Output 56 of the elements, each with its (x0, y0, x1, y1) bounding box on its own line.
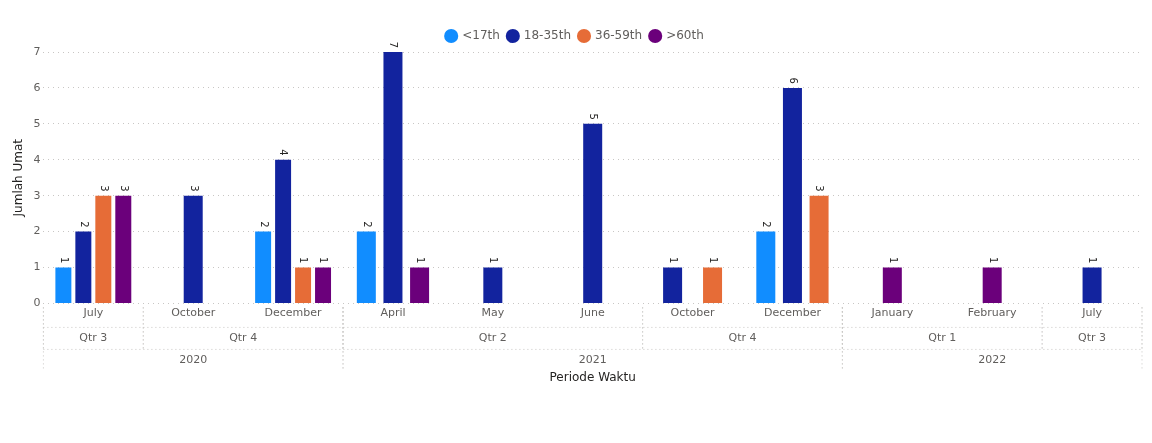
data-label: 1 (318, 257, 330, 264)
x-tick-label: July (1081, 305, 1103, 319)
y-tick-label: 0 (33, 296, 41, 310)
data-label: 2 (258, 221, 270, 228)
y-tick-label: 2 (33, 224, 41, 238)
y-tick-label: 6 (33, 80, 41, 94)
text: Qtr 4 (229, 331, 258, 345)
data-label: 1 (1087, 257, 1099, 264)
x-tick-label: May (481, 305, 505, 319)
data-label: 6 (787, 77, 799, 84)
text: Qtr 3 (79, 331, 108, 345)
data-label: 2 (78, 221, 90, 228)
data-label: 1 (488, 257, 500, 264)
x-tick-label: June (579, 305, 605, 319)
data-label: 1 (414, 257, 426, 264)
data-label: 3 (98, 185, 110, 192)
x-tick-label: April (380, 305, 406, 319)
text: Qtr 4 (728, 331, 757, 345)
y-axis-title: Jumlah Umat (11, 138, 26, 218)
data-label: 1 (707, 257, 719, 264)
text: Qtr 1 (928, 331, 957, 345)
legend-label: 18-35th (523, 28, 572, 43)
data-label: 1 (987, 257, 999, 264)
x-tick-label: December (264, 305, 323, 319)
text: 2020 (179, 353, 208, 367)
data-label: 2 (361, 221, 373, 228)
text: Qtr 3 (1078, 331, 1107, 345)
y-tick-label: 1 (33, 260, 41, 274)
data-label: 3 (118, 185, 130, 192)
data-label: 1 (668, 257, 679, 264)
text: 2021 (578, 353, 607, 367)
x-tick-label: December (763, 305, 822, 319)
data-label: 1 (887, 257, 899, 264)
text: 2022 (978, 353, 1007, 367)
x-tick-label: February (967, 305, 1018, 319)
data-label: 3 (814, 185, 826, 192)
y-tick-label: 7 (33, 44, 41, 58)
data-label: 5 (588, 113, 600, 120)
y-tick-label: 5 (33, 116, 41, 130)
legend-label: >60th (666, 28, 704, 43)
legend-label: 36-59th (595, 28, 643, 43)
data-label: 4 (278, 149, 290, 156)
legend-label: <17th (462, 28, 500, 43)
data-label: 7 (388, 41, 400, 48)
x-axis-title: Periode Waktu (549, 369, 636, 384)
data-label: 2 (761, 221, 773, 228)
data-label: 1 (58, 257, 70, 264)
x-tick-label: October (171, 305, 216, 319)
y-tick-label: 3 (33, 188, 41, 202)
x-tick-label: July (82, 305, 104, 319)
text: Qtr 2 (478, 331, 507, 345)
data-label: 1 (298, 257, 310, 264)
x-tick-label: October (670, 305, 716, 319)
x-tick-label: January (870, 305, 914, 319)
y-tick-label: 4 (33, 152, 41, 166)
data-label: 3 (188, 185, 200, 192)
